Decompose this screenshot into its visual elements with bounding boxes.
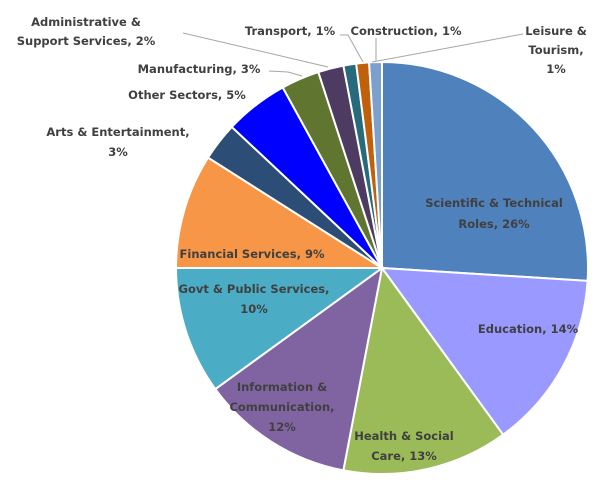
data-label-line: 1% (546, 62, 566, 76)
data-label: Financial Services, 9% (180, 247, 325, 261)
data-label-line: Construction, 1% (351, 24, 462, 38)
data-label-line: Support Services, 2% (17, 34, 156, 48)
data-label-line: Leisure & (525, 24, 587, 38)
data-label-line: Tourism, (528, 43, 583, 57)
data-label-line: Administrative & (31, 15, 141, 29)
data-label-line: Manufacturing, 3% (138, 62, 261, 76)
data-label-line: Education, 14% (478, 322, 579, 336)
data-label-line: Other Sectors, 5% (128, 88, 246, 102)
data-label-line: Roles, 26% (458, 217, 530, 231)
data-label: Other Sectors, 5% (128, 88, 246, 102)
pie-slice-leisure-tourism (368, 60, 383, 269)
data-label: Health & Social Care, 13% (354, 429, 454, 463)
data-label-line: 10% (240, 302, 268, 316)
leader-line (182, 32, 329, 68)
data-label: Scientific & Technical Roles, 26% (425, 196, 563, 231)
leader-lines (182, 32, 524, 77)
pie-slice-education (379, 266, 589, 437)
leader-line (371, 33, 524, 63)
leader-line (340, 34, 364, 63)
pie-slice-govt-public-services (174, 267, 386, 391)
data-label-line: 12% (268, 420, 296, 434)
pie-slice-financial-services (174, 156, 386, 269)
data-label: Arts & Entertainment, 3% (46, 125, 189, 159)
data-label: Govt & Public Services, 10% (179, 282, 330, 316)
leader-line (268, 70, 303, 77)
data-label-line: Financial Services, 9% (180, 247, 325, 261)
data-label-line: Transport, 1% (245, 24, 336, 38)
data-label: Information & Communication, 12% (229, 380, 334, 434)
data-label: Administrative & Support Services, 2% (17, 15, 156, 48)
data-label-line: Information & (237, 380, 327, 394)
data-label: Education, 14% (478, 322, 579, 336)
data-label: Manufacturing, 3% (138, 62, 261, 76)
data-labels: Scientific & Technical Roles, 26% Educatio… (17, 15, 587, 463)
data-label: Construction, 1% (351, 24, 462, 38)
data-label-line: Care, 13% (371, 449, 437, 463)
data-label-line: Communication, (229, 400, 334, 414)
pie-slice-information-communication (213, 265, 384, 472)
data-label-line: Health & Social (354, 429, 454, 443)
data-label-line: Arts & Entertainment, (46, 125, 189, 139)
data-label: Leisure & Tourism, 1% (525, 24, 587, 76)
pie-slice-scientific-technical-roles (381, 60, 589, 282)
pie-slice-health-social-care (342, 265, 505, 475)
data-label-line: Govt & Public Services, (179, 282, 330, 296)
data-label-line: Scientific & Technical (425, 196, 563, 210)
pie-slices (174, 60, 589, 475)
data-label-line: 3% (108, 145, 128, 159)
data-label: Transport, 1% (245, 24, 336, 38)
